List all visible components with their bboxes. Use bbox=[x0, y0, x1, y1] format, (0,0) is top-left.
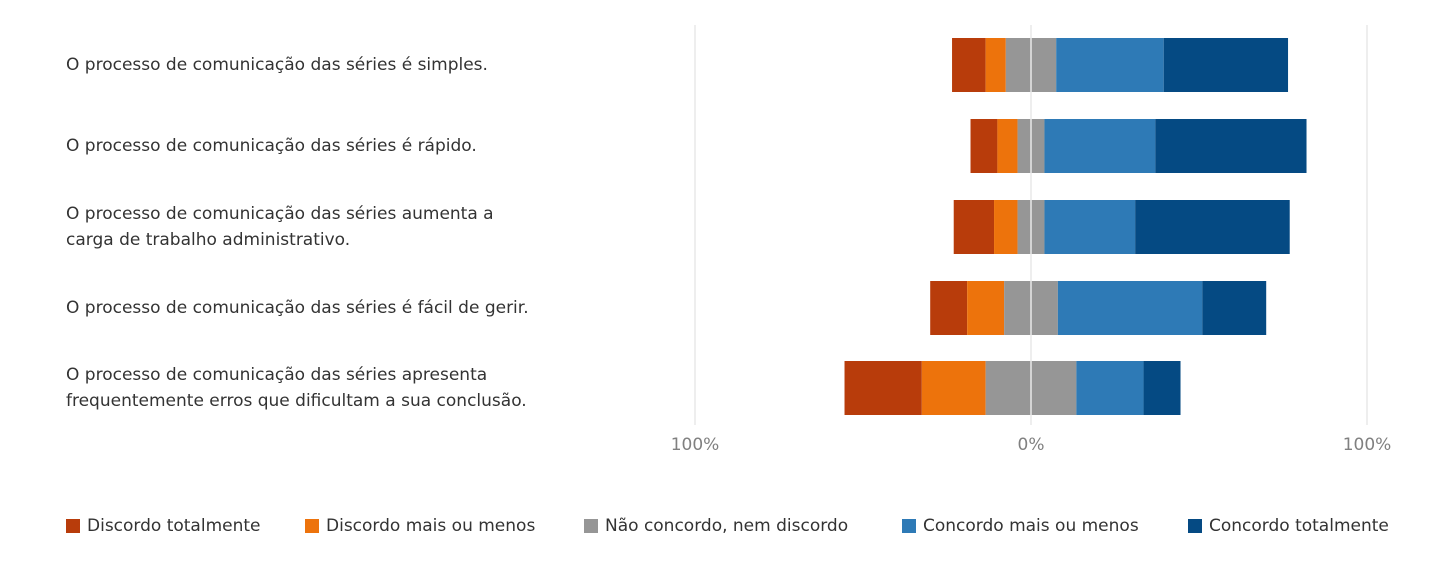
legend-swatch bbox=[1188, 519, 1202, 533]
bar-concordo-totalmente-row-2[interactable] bbox=[1155, 119, 1307, 173]
legend-swatch bbox=[305, 519, 319, 533]
legend-swatch bbox=[584, 519, 598, 533]
bars bbox=[844, 38, 1307, 415]
bar-concordo-totalmente-row-4[interactable] bbox=[1202, 281, 1267, 335]
bar-concordo-mais-ou-menos-row-3[interactable] bbox=[1044, 200, 1136, 254]
legend-label: Concordo mais ou menos bbox=[923, 516, 1139, 536]
category-label-line: carga de trabalho administrativo. bbox=[66, 230, 350, 250]
bar-discordo-totalmente-row-2[interactable] bbox=[970, 119, 998, 173]
bar-discordo-mais-ou-menos-row-1[interactable] bbox=[985, 38, 1006, 92]
bar-concordo-mais-ou-menos-row-1[interactable] bbox=[1056, 38, 1164, 92]
x-tick-label-0: 100% bbox=[671, 435, 720, 455]
bar-concordo-totalmente-row-3[interactable] bbox=[1135, 200, 1290, 254]
legend-swatch bbox=[902, 519, 916, 533]
bar-discordo-mais-ou-menos-row-5[interactable] bbox=[921, 361, 986, 415]
category-label-5: O processo de comunicação das séries apr… bbox=[66, 365, 527, 411]
x-tick-label-2: 100% bbox=[1343, 435, 1392, 455]
bar-discordo-totalmente-row-4[interactable] bbox=[930, 281, 968, 335]
legend-label: Discordo mais ou menos bbox=[326, 516, 535, 536]
legend-label: Concordo totalmente bbox=[1209, 516, 1389, 536]
category-label-line: O processo de comunicação das séries é r… bbox=[66, 136, 477, 156]
bar-concordo-mais-ou-menos-row-5[interactable] bbox=[1076, 361, 1144, 415]
category-label-3: O processo de comunicação das séries aum… bbox=[66, 204, 494, 250]
legend-item-discordo-totalmente[interactable]: Discordo totalmente bbox=[66, 516, 261, 536]
legend-item-concordo-mais-ou-menos[interactable]: Concordo mais ou menos bbox=[902, 516, 1139, 536]
bar-concordo-totalmente-row-1[interactable] bbox=[1163, 38, 1289, 92]
legend[interactable]: Discordo totalmente Discordo mais ou meno… bbox=[66, 516, 1389, 536]
bar-concordo-totalmente-row-5[interactable] bbox=[1143, 361, 1181, 415]
legend-label: Discordo totalmente bbox=[87, 516, 261, 536]
bar-discordo-mais-ou-menos-row-4[interactable] bbox=[967, 281, 1005, 335]
category-labels: O processo de comunicação das séries é s… bbox=[66, 55, 529, 411]
bar-discordo-totalmente-row-1[interactable] bbox=[952, 38, 986, 92]
bar-discordo-totalmente-row-5[interactable] bbox=[844, 361, 922, 415]
bar-concordo-mais-ou-menos-row-2[interactable] bbox=[1044, 119, 1156, 173]
category-label-line: frequentemente erros que dificultam a su… bbox=[66, 391, 527, 411]
bar-discordo-totalmente-row-3[interactable] bbox=[953, 200, 995, 254]
category-label-4: O processo de comunicação das séries é f… bbox=[66, 298, 529, 318]
category-label-line: O processo de comunicação das séries é s… bbox=[66, 55, 488, 75]
legend-label: Não concordo, nem discordo bbox=[605, 516, 848, 536]
bar-concordo-mais-ou-menos-row-4[interactable] bbox=[1057, 281, 1203, 335]
legend-item-concordo-totalmente[interactable]: Concordo totalmente bbox=[1188, 516, 1389, 536]
gridlines bbox=[694, 25, 1368, 425]
category-label-2: O processo de comunicação das séries é r… bbox=[66, 136, 477, 156]
legend-item-nao-concordo-nem-discordo[interactable]: Não concordo, nem discordo bbox=[584, 516, 848, 536]
legend-item-discordo-mais-ou-menos[interactable]: Discordo mais ou menos bbox=[305, 516, 535, 536]
category-label-line: O processo de comunicação das séries apr… bbox=[66, 365, 487, 385]
category-label-line: O processo de comunicação das séries é f… bbox=[66, 298, 529, 318]
bar-discordo-mais-ou-menos-row-2[interactable] bbox=[997, 119, 1018, 173]
category-label-line: O processo de comunicação das séries aum… bbox=[66, 204, 494, 224]
x-tick-label-1: 0% bbox=[1018, 435, 1045, 455]
legend-swatch bbox=[66, 519, 80, 533]
bar-discordo-mais-ou-menos-row-3[interactable] bbox=[994, 200, 1018, 254]
category-label-1: O processo de comunicação das séries é s… bbox=[66, 55, 488, 75]
x-axis-ticks: 100% 0% 100% bbox=[671, 435, 1392, 455]
